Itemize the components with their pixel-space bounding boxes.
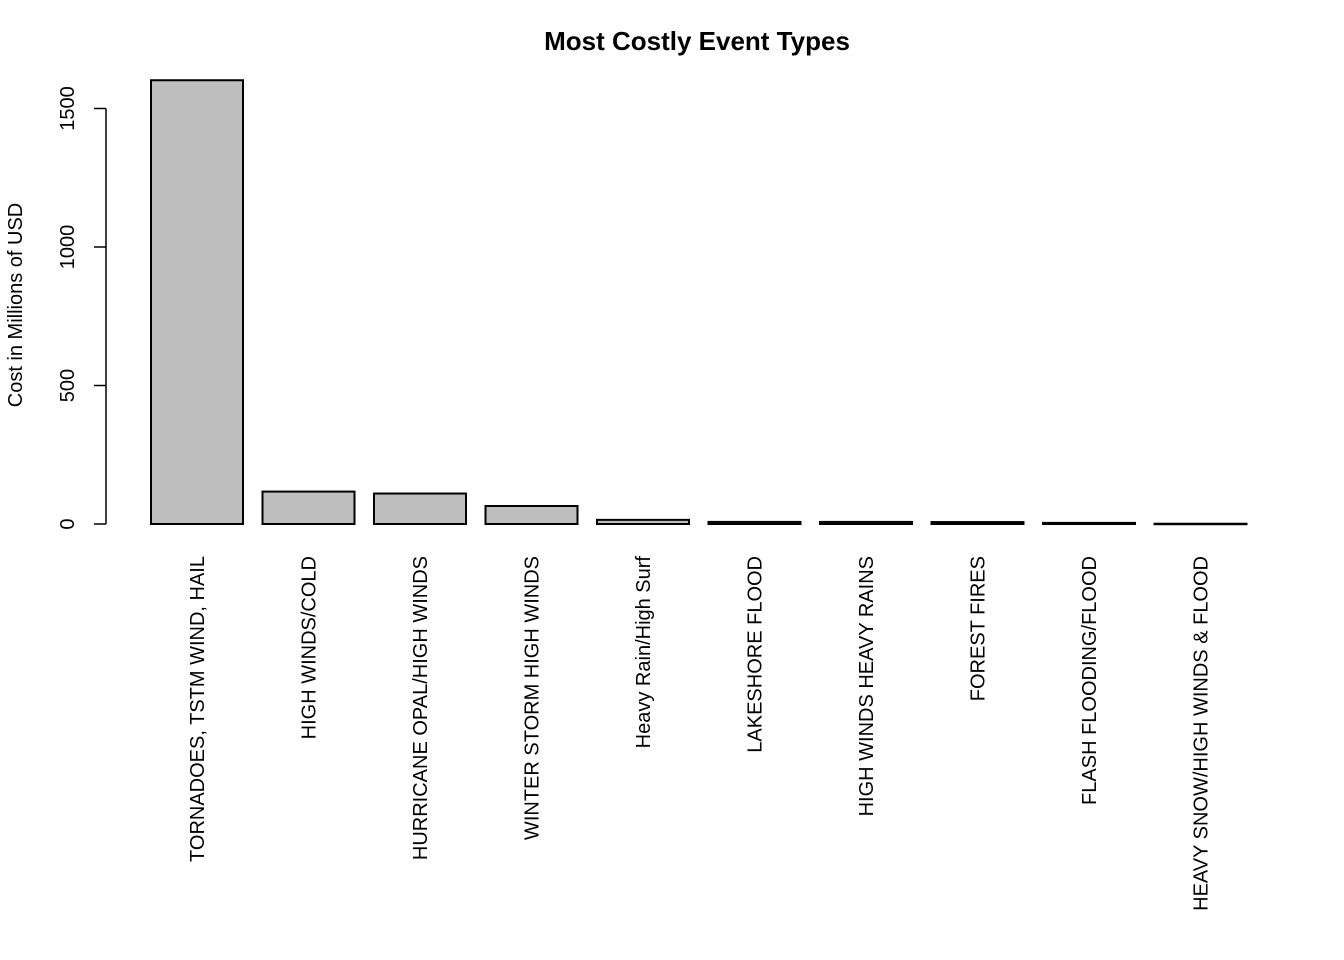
x-category-label: HIGH WINDS HEAVY RAINS [856,556,878,816]
bar [707,520,802,525]
x-category-label: FLASH FLOODING/FLOOD [1079,556,1101,805]
x-category-label: HURRICANE OPAL/HIGH WINDS [410,556,432,860]
bar [1153,522,1248,526]
bar [930,521,1025,525]
x-category-label: WINTER STORM HIGH WINDS [522,556,544,840]
bar [1042,521,1136,526]
bar [261,490,356,526]
chart-title: Most Costly Event Types [544,26,850,56]
bar [596,518,690,525]
y-axis: 0 500 1000 1500 [57,86,107,530]
category-labels: TORNADOES, TSTM WIND, HAIL HIGH WINDS/COL… [187,556,1213,911]
bar [150,79,244,525]
bar [484,504,579,525]
x-category-label: LAKESHORE FLOOD [745,556,767,753]
y-tick-label: 0 [57,518,79,529]
bar [373,492,467,525]
y-axis-label: Cost in Millions of USD [5,203,27,408]
x-category-label: TORNADOES, TSTM WIND, HAIL [187,556,209,862]
x-category-label: Heavy Rain/High Surf [633,556,655,749]
x-category-label: HEAVY SNOW/HIGH WINDS & FLOOD [1191,556,1213,911]
bar [819,520,913,525]
x-category-label: FOREST FIRES [968,556,990,701]
x-category-label: HIGH WINDS/COLD [299,556,321,739]
y-tick-label: 1000 [57,225,79,270]
y-tick-label: 1500 [57,86,79,131]
y-tick-label: 500 [57,369,79,402]
bars-group [150,79,1248,526]
